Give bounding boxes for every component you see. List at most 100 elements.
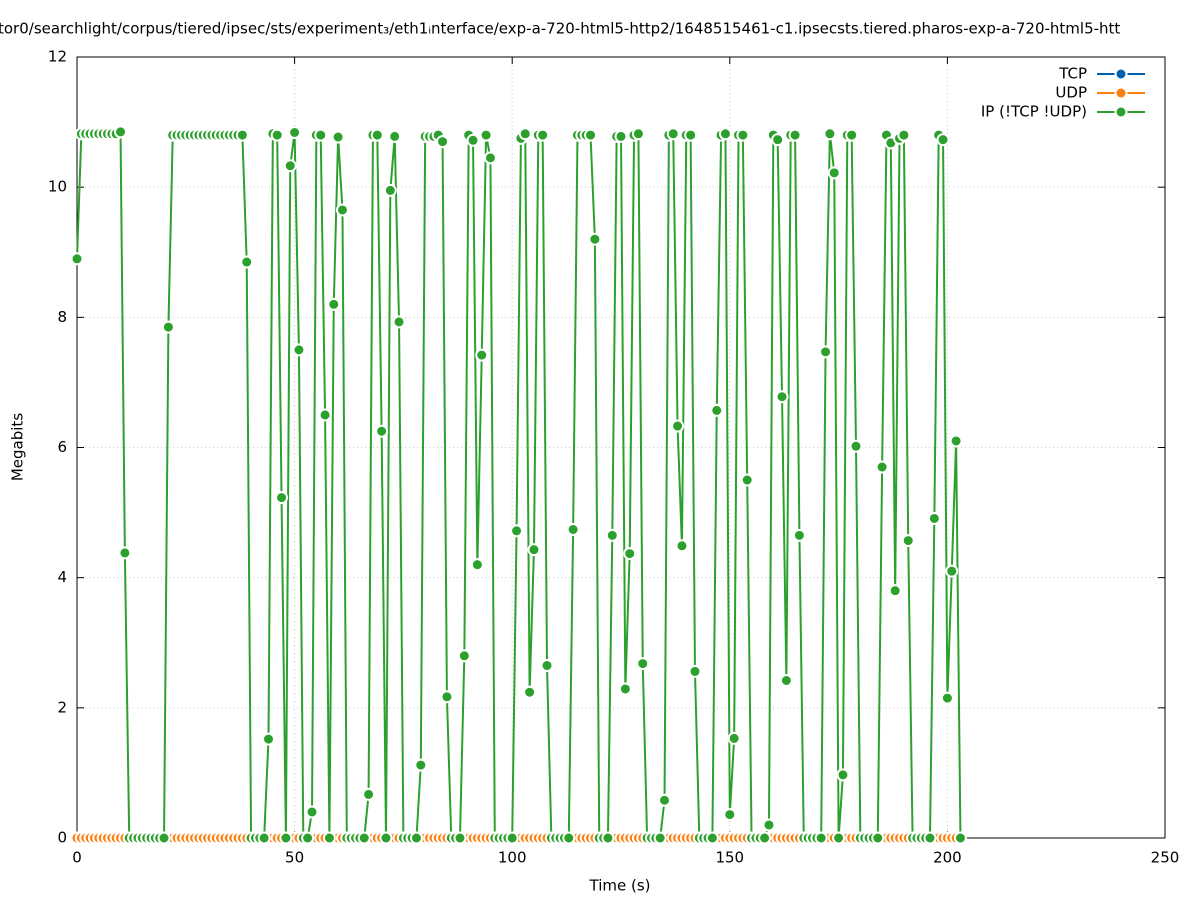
x-tick-label: 50: [285, 849, 304, 867]
data-point: [601, 831, 615, 845]
data-point: [414, 758, 428, 772]
data-point: [614, 129, 628, 143]
data-point: [814, 831, 828, 845]
data-point: [527, 543, 541, 557]
data-point: [357, 831, 371, 845]
data-point: [331, 130, 345, 144]
data-point: [927, 511, 941, 525]
data-point: [605, 528, 619, 542]
data-point: [871, 831, 885, 845]
data-point: [762, 818, 776, 832]
data-point: [388, 129, 402, 143]
data-point: [518, 127, 532, 141]
data-point: [392, 315, 406, 329]
data-point: [718, 127, 732, 141]
data-point: [740, 473, 754, 487]
y-tick-label: 2: [57, 698, 67, 716]
data-point: [475, 348, 489, 362]
data-point: [823, 127, 837, 141]
data-point: [383, 183, 397, 197]
data-point: [666, 127, 680, 141]
legend-marker: [1114, 67, 1128, 81]
data-point: [953, 831, 967, 845]
data-point: [688, 664, 702, 678]
x-axis-label: Time (s): [589, 877, 651, 895]
y-tick-label: 0: [57, 829, 67, 847]
series: [70, 831, 967, 845]
data-point: [288, 125, 302, 139]
data-point: [470, 558, 484, 572]
data-point: [292, 343, 306, 357]
data-point: [114, 125, 128, 139]
data-point: [540, 659, 554, 673]
data-point: [370, 128, 384, 142]
data-point: [710, 403, 724, 417]
data-point: [923, 831, 937, 845]
data-point: [157, 831, 171, 845]
x-tick-label: 100: [498, 849, 527, 867]
data-point: [636, 657, 650, 671]
data-point: [631, 127, 645, 141]
data-point: [819, 345, 833, 359]
legend-marker: [1114, 105, 1128, 119]
data-point: [658, 793, 672, 807]
data-point: [523, 685, 537, 699]
x-tick-label: 200: [933, 849, 962, 867]
y-tick-label: 10: [48, 178, 67, 196]
chart-title: tor0/searchlight/corpus/tiered/ipsec/sts…: [0, 20, 1120, 38]
data-point: [436, 135, 450, 149]
data-point: [314, 128, 328, 142]
data-point: [118, 546, 132, 560]
data-point: [479, 128, 493, 142]
data-point: [623, 547, 637, 561]
data-point: [788, 128, 802, 142]
data-point: [727, 731, 741, 745]
data-point: [779, 673, 793, 687]
data-point: [736, 128, 750, 142]
x-tick-label: 150: [715, 849, 744, 867]
data-point: [379, 831, 393, 845]
data-point: [409, 831, 423, 845]
data-point: [453, 831, 467, 845]
data-point: [505, 831, 519, 845]
legend-marker: [1114, 86, 1128, 100]
y-tick-label: 8: [57, 308, 67, 326]
data-point: [705, 831, 719, 845]
data-point: [301, 831, 315, 845]
data-point: [275, 491, 289, 505]
data-point: [832, 831, 846, 845]
data-point: [888, 584, 902, 598]
data-point: [279, 831, 293, 845]
data-point: [901, 534, 915, 548]
data-point: [936, 133, 950, 147]
data-point: [536, 128, 550, 142]
data-point: [618, 682, 632, 696]
data-point: [875, 460, 889, 474]
data-point: [940, 691, 954, 705]
y-axis-label: Megabits: [9, 413, 27, 481]
data-point: [792, 528, 806, 542]
data-point: [566, 523, 580, 537]
data-point: [684, 128, 698, 142]
data-point: [261, 732, 275, 746]
data-point: [375, 424, 389, 438]
data-point: [322, 831, 336, 845]
series-line: [76, 130, 962, 839]
y-tick-label: 12: [48, 48, 67, 66]
x-tick-label: 0: [72, 849, 82, 867]
data-point: [849, 439, 863, 453]
data-point: [945, 564, 959, 578]
data-point: [466, 133, 480, 147]
data-point: [283, 159, 297, 173]
x-tick-label: 250: [1151, 849, 1180, 867]
data-point: [671, 419, 685, 433]
data-point: [305, 805, 319, 819]
data-point: [562, 831, 576, 845]
data-point: [70, 252, 84, 266]
data-point: [510, 524, 524, 538]
legend-label: TCP: [1058, 65, 1087, 83]
data-point: [257, 831, 271, 845]
data-point: [335, 203, 349, 217]
